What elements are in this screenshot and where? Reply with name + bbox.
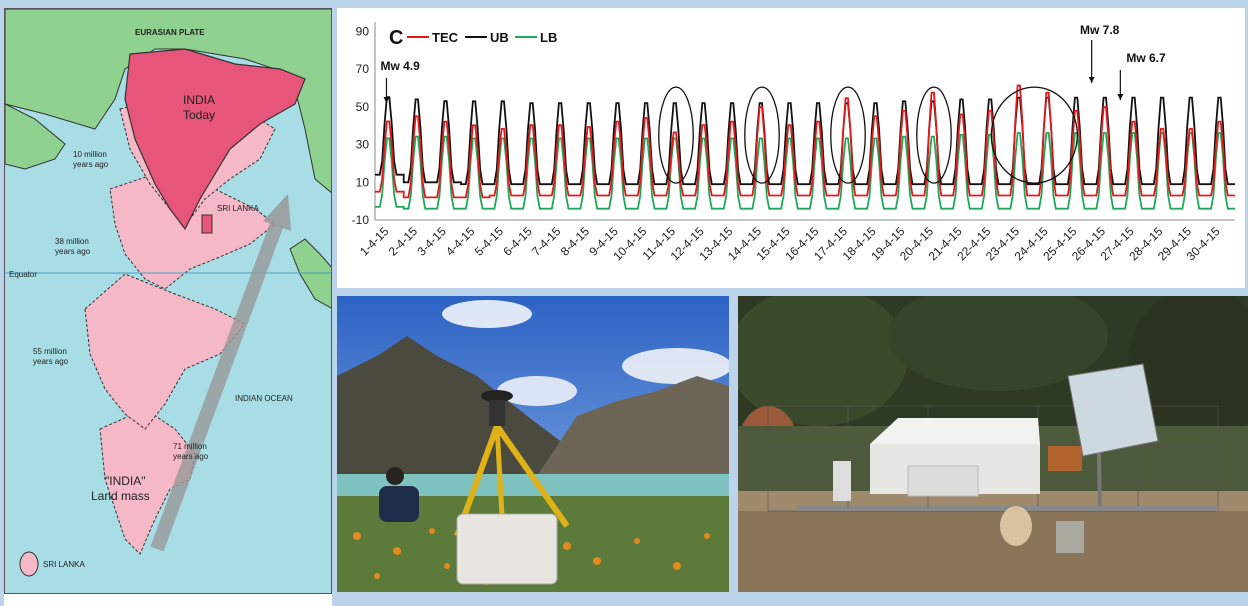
tec-chart-panel: -10 10 30 50 70 90 1-4-15 2-4-15 3-4-15 4-4-15 5-4… [337,8,1245,288]
earthquake-arrow-head-icon [383,97,390,103]
sand-bag [1000,506,1032,546]
junction-box [1056,521,1084,553]
x-tick-label: 1-4-15 [357,224,392,259]
series-line-tec [375,84,1235,199]
landmass-label-2: Land mass [91,489,150,503]
seventyone-mya-label-2: years ago [173,452,209,461]
y-tick-label: 10 [356,175,370,189]
indian-ocean-label: INDIAN OCEAN [235,394,293,403]
thirtyeight-mya-label-1: 38 million [55,237,89,246]
tripod-leg [494,424,570,528]
earthquake-arrow-head-icon [1088,77,1095,83]
sri-lanka-today-shape [201,214,213,234]
drift-arrow-shaft [150,221,284,552]
enclosure-roof [870,418,1040,444]
conduit-pipe [798,506,1218,511]
photo-gnss-station-svg [738,296,1248,592]
mountain-right [537,376,729,476]
chart-series-lines [375,84,1235,210]
x-tick-label: 7-4-15 [529,224,564,259]
series-line-lb [375,132,1235,210]
series-line-ub [375,96,1235,186]
india-71-mya-shape [99,408,196,555]
y-tick-label: 90 [356,24,370,38]
photo-gnss-tripod-svg [337,296,729,592]
eurasian-plate-label: EURASIAN PLATE [135,28,205,37]
x-tick-label: 5-4-15 [472,224,507,259]
x-tick-label: 6-4-15 [500,224,535,259]
highlight-circle [830,86,866,184]
x-tick-label: 2-4-15 [386,224,421,259]
y-tick-label: -10 [352,213,370,227]
chart-annotations: Mw 4.9 Mw 7.8 Mw 6.7 [380,23,1166,103]
x-tick-label: 8-4-15 [558,224,593,259]
ten-mya-label-2: years ago [73,160,109,169]
surveyor-body [379,486,419,522]
tripod-head [489,400,505,426]
surveyor-head [386,467,404,485]
legend-label-ub: UB [490,30,509,45]
earthquake-annotation-label: Mw 4.9 [380,59,420,73]
india-38-mya-shape [109,173,276,290]
landmass-label-1: "INDIA" [105,474,146,488]
fiftyfive-mya-label-1: 55 million [33,347,67,356]
thirtyeight-mya-label-2: years ago [55,247,91,256]
panel-label: C [389,27,403,49]
x-tick-label: 3-4-15 [414,224,449,259]
cardboard-box [1048,446,1082,471]
chart-legend: C TEC UB LB [389,27,557,49]
enclosure-box [907,465,979,497]
chart-highlight-circles [658,86,1078,184]
highlight-circle [916,86,952,184]
earthquake-annotation-label: Mw 6.7 [1126,51,1166,65]
india-today-label-2: Today [183,108,215,122]
equator-label: Equator [9,270,37,279]
eurasian-landmass [5,9,331,193]
legend-label-lb: LB [540,30,557,45]
cloud-icon [497,376,577,406]
mountain-left [337,336,597,476]
gnss-antenna-icon [481,390,513,402]
sri-lanka-ancient-shape [19,551,39,577]
y-tick-label: 30 [356,138,370,152]
india-today-label-1: INDIA [183,93,215,107]
seventyone-mya-label-1: 71 million [173,442,207,451]
y-tick-label: 50 [356,100,370,114]
survey-pillar [456,513,558,585]
sri-lanka-top-label: SRI LANKA [217,204,259,213]
tripod-leg [494,425,505,517]
cloud-icon [622,348,729,384]
fiftyfive-mya-label-2: years ago [33,357,69,366]
india-drift-map-svg: EURASIAN PLATE INDIA Today SRI LANKA 10 … [5,9,331,593]
earthquake-annotation-label: Mw 7.8 [1080,23,1120,37]
small-post [833,461,851,501]
photo-gnss-station [738,296,1248,592]
highlight-circle [990,86,1078,184]
highlight-circle [744,86,780,184]
highlight-circle [658,86,694,184]
x-tick-label: 4-4-15 [443,224,478,259]
cloud-icon [442,300,532,328]
y-tick-label: 70 [356,62,370,76]
earthquake-arrow-head-icon [1117,94,1124,100]
india-55-mya-shape [84,273,246,430]
tree [738,296,908,426]
arabia-landmass [5,103,66,170]
drift-arrow-head-icon [263,194,291,231]
tec-chart: -10 10 30 50 70 90 1-4-152-4-153-4-154-4-155-4… [352,22,1235,263]
tree [888,296,1108,391]
india-drift-map: EURASIAN PLATE INDIA Today SRI LANKA 10 … [4,8,332,594]
ten-mya-label-1: 10 million [73,150,107,159]
photo-gnss-tripod [337,296,729,592]
legend-label-tec: TEC [432,30,459,45]
sri-lanka-bottom-label: SRI LANKA [43,560,85,569]
concrete-slab [738,511,1248,592]
solar-panel-icon [1067,363,1159,457]
map-bottom-strip [4,594,332,606]
india-today-shape [124,48,306,231]
